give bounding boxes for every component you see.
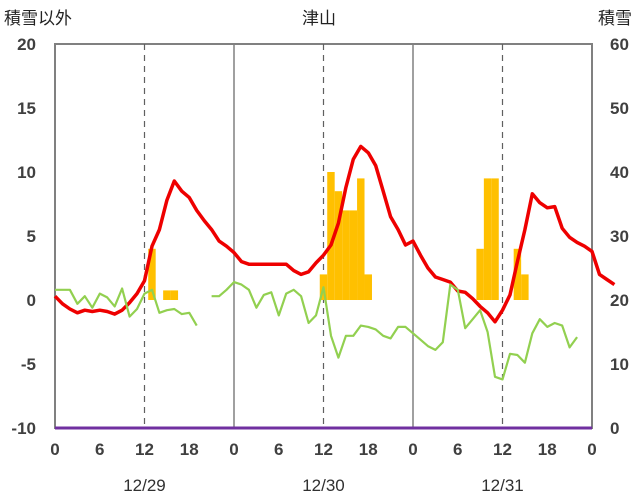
- x-tick-label: 12: [135, 440, 154, 459]
- right-tick-label: 30: [610, 227, 629, 246]
- snow-bar: [349, 210, 358, 300]
- left-tick-label: -5: [21, 355, 36, 374]
- snow-bar: [148, 248, 156, 300]
- snow-bar: [521, 274, 529, 300]
- right-tick-label: 50: [610, 99, 629, 118]
- x-tick-label: 6: [95, 440, 104, 459]
- x-tick-label: 12: [493, 440, 512, 459]
- x-tick-label: 18: [538, 440, 557, 459]
- left-tick-label: 20: [17, 35, 36, 54]
- snow-bar: [327, 172, 335, 300]
- snow-bar: [342, 210, 350, 300]
- snow-bar: [483, 178, 492, 300]
- left-axis-ticks: 20 15 10 5 0 -5 -10: [11, 35, 36, 438]
- x-tick-label: 18: [359, 440, 378, 459]
- date-label: 12/30: [302, 476, 345, 495]
- left-tick-label: 0: [27, 291, 36, 310]
- x-tick-label: 0: [50, 440, 59, 459]
- snow-bars: [148, 172, 529, 300]
- snow-bar: [513, 248, 522, 300]
- x-axis-ticks: 0 6 12 18 0 6 12 18 0 6 12 18 0: [50, 440, 596, 459]
- chart-title: 津山: [302, 9, 336, 29]
- left-tick-label: -10: [11, 419, 36, 438]
- snow-bar: [476, 248, 484, 300]
- right-tick-label: 10: [610, 355, 629, 374]
- right-axis-ticks: 60 50 40 30 20 10 0: [610, 35, 629, 438]
- date-labels: 12/29 12/30 12/31: [123, 476, 524, 495]
- x-tick-label: 6: [453, 440, 462, 459]
- right-axis-title: 積雪: [598, 9, 632, 29]
- x-tick-label: 0: [587, 440, 596, 459]
- right-tick-label: 0: [610, 419, 619, 438]
- snow-bar: [170, 290, 179, 300]
- green-series-line: [211, 281, 578, 381]
- left-tick-label: 10: [17, 163, 36, 182]
- left-tick-label: 15: [17, 99, 36, 118]
- x-tick-label: 6: [274, 440, 283, 459]
- snow-bar: [364, 274, 372, 300]
- snow-bar: [491, 178, 499, 300]
- right-tick-label: 40: [610, 163, 629, 182]
- x-tick-label: 12: [314, 440, 333, 459]
- green-series-line: [55, 287, 198, 327]
- series-lines: [53, 144, 616, 381]
- left-axis-title: 積雪以外: [4, 9, 72, 29]
- x-tick-label: 0: [229, 440, 238, 459]
- date-label: 12/29: [123, 476, 166, 495]
- left-tick-label: 5: [27, 227, 36, 246]
- right-tick-label: 60: [610, 35, 629, 54]
- x-tick-label: 0: [408, 440, 417, 459]
- snow-bar: [334, 191, 343, 300]
- snow-bar: [357, 178, 365, 300]
- snow-bar: [163, 290, 171, 300]
- x-tick-label: 18: [180, 440, 199, 459]
- date-label: 12/31: [481, 476, 524, 495]
- red-series-line: [53, 144, 616, 324]
- right-tick-label: 20: [610, 291, 629, 310]
- grid-lines: [143, 44, 504, 428]
